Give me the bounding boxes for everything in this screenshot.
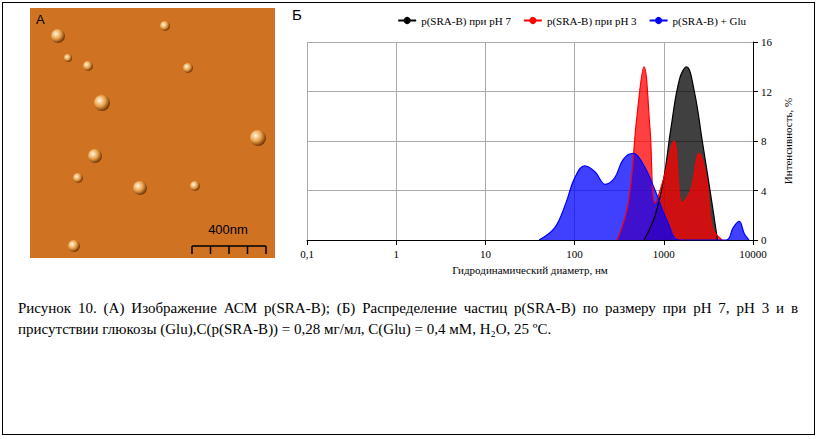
svg-text:p(SRA-B) + Glu: p(SRA-B) + Glu bbox=[673, 15, 747, 28]
svg-text:100: 100 bbox=[566, 248, 583, 260]
svg-text:Гидродинамический диаметр, нм: Гидродинамический диаметр, нм bbox=[452, 264, 608, 276]
svg-text:400nm: 400nm bbox=[208, 222, 248, 237]
svg-text:1000: 1000 bbox=[653, 248, 676, 260]
svg-text:4: 4 bbox=[761, 185, 767, 197]
svg-text:1: 1 bbox=[393, 248, 399, 260]
html-text:Рисунок 10. (А) Изображение АС: Рисунок 10. (А) Изображение АСМ p(SRA-B)… bbox=[18, 300, 798, 337]
svg-text:Интенсивность, %: Интенсивность, % bbox=[782, 98, 794, 184]
svg-text:p(SRA-B) при pH 3: p(SRA-B) при pH 3 bbox=[547, 15, 637, 28]
html-text:Б: Б bbox=[292, 6, 302, 23]
svg-text:12: 12 bbox=[761, 86, 772, 98]
svg-text:p(SRA-B) при pH 7: p(SRA-B) при pH 7 bbox=[421, 15, 511, 28]
svg-text:0: 0 bbox=[761, 234, 767, 246]
svg-text:8: 8 bbox=[761, 135, 767, 147]
svg-text:0,1: 0,1 bbox=[300, 248, 314, 260]
svg-text:16: 16 bbox=[761, 36, 773, 48]
svg-text:А: А bbox=[36, 12, 45, 27]
svg-text:10000: 10000 bbox=[739, 248, 767, 260]
svg-text:10: 10 bbox=[480, 248, 492, 260]
